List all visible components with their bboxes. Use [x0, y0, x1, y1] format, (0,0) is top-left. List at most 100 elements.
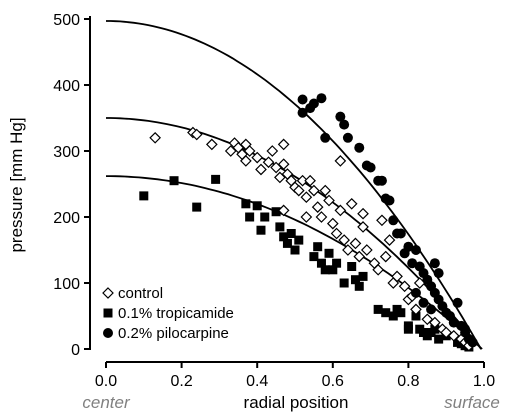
- filled-square-point: [316, 258, 326, 268]
- open-diamond-point: [274, 171, 286, 184]
- x-tick-label: 0.2: [170, 373, 192, 390]
- y-ticks: 0 100 200 300 400 500: [53, 12, 90, 359]
- open-diamond-point: [296, 174, 309, 187]
- filled-square-point: [313, 242, 323, 252]
- filled-square-point: [320, 265, 330, 275]
- filled-square-point: [350, 275, 360, 285]
- filled-circle-point: [410, 245, 421, 255]
- open-diamond-point: [149, 131, 161, 144]
- open-diamond-point: [357, 207, 369, 220]
- filled-square-point: [241, 199, 251, 209]
- open-diamond-point: [421, 313, 434, 326]
- filled-circle-point: [342, 132, 353, 143]
- open-diamond-point: [262, 156, 275, 169]
- filled-square-point: [294, 235, 304, 245]
- x-tick-label: 1.0: [473, 373, 495, 390]
- filled-square-point: [256, 225, 266, 235]
- filled-circle-point: [320, 132, 331, 143]
- filled-square-point: [169, 176, 179, 186]
- filled-circle-point: [410, 287, 421, 298]
- open-diamond-point: [410, 303, 422, 316]
- open-diamond-point: [315, 211, 328, 223]
- open-diamond-point: [304, 174, 316, 187]
- open-diamond-point: [311, 201, 324, 213]
- open-diamond-point: [334, 204, 347, 217]
- open-diamond-point: [334, 155, 347, 167]
- legend-label: control: [118, 285, 163, 302]
- filled-square-point: [347, 262, 357, 271]
- filled-square-point: [403, 324, 413, 334]
- open-diamond-point: [277, 204, 290, 217]
- open-diamond-point: [308, 184, 320, 197]
- y-tick-label: 400: [53, 78, 80, 95]
- open-diamond-point: [277, 158, 290, 171]
- y-tick-label: 500: [53, 12, 80, 29]
- filled-square-point: [252, 201, 262, 211]
- legend-filled-square-marker: [103, 308, 113, 318]
- open-diamond-point: [447, 329, 460, 342]
- filled-circle-point: [403, 241, 414, 252]
- x-tick-label: 0.6: [322, 373, 344, 390]
- filled-circle-point: [316, 93, 327, 104]
- filled-circle-point: [452, 297, 463, 308]
- filled-square-point: [434, 334, 444, 344]
- filled-circle-point: [388, 215, 399, 226]
- filled-circle-point: [384, 195, 395, 206]
- y-tick-label: 0: [71, 342, 80, 359]
- filled-circle-point: [395, 228, 406, 239]
- legend-open-diamond-marker: [102, 287, 114, 299]
- y-axis-title: pressure [mm Hg]: [7, 117, 26, 252]
- open-diamond-point: [330, 227, 343, 240]
- filled-circle-point: [365, 162, 376, 173]
- filled-circle-point: [376, 175, 387, 186]
- open-diamond-point: [224, 145, 237, 157]
- filled-square-point: [381, 308, 391, 318]
- filled-circle-point: [297, 94, 308, 105]
- filled-circle-point: [426, 304, 437, 315]
- legend-filled-circle-marker: [103, 328, 113, 338]
- filled-circle-point: [429, 258, 440, 269]
- filled-square-point: [139, 191, 149, 201]
- filled-square-point: [328, 265, 338, 275]
- open-diamond-point: [277, 138, 290, 151]
- filled-square-point: [332, 258, 342, 268]
- open-diamond-point: [357, 221, 369, 233]
- legend-label: 0.2% pilocarpine: [118, 325, 229, 342]
- x-tick-label: 0.0: [95, 373, 117, 390]
- open-diamond-point: [376, 214, 388, 227]
- filled-circle-point: [339, 119, 350, 130]
- open-diamond-point: [292, 184, 305, 197]
- filled-circle-point: [448, 317, 459, 328]
- open-diamond-point: [319, 184, 332, 197]
- open-diamond-point: [240, 155, 252, 167]
- open-diamond-point: [270, 161, 282, 174]
- filled-circle-point: [407, 258, 418, 269]
- open-diamond-point: [243, 145, 256, 157]
- open-diamond-point: [300, 191, 313, 204]
- open-diamond-point: [251, 151, 264, 164]
- filled-circle-point: [297, 107, 308, 118]
- open-diamond-point: [342, 244, 354, 256]
- y-tick-label: 300: [53, 144, 80, 161]
- x-axis-title: radial position: [244, 393, 349, 412]
- legend-label: 0.1% tropicamide: [118, 305, 234, 322]
- filled-square-point: [354, 281, 364, 291]
- filled-square-point: [388, 311, 398, 321]
- axes: [89, 16, 484, 363]
- x-axis-right-end-label: surface: [444, 393, 500, 412]
- filled-square-point: [260, 212, 270, 222]
- legend: control 0.1% tropicamide 0.2% pilocarpine: [102, 285, 234, 342]
- filled-circle-point: [308, 98, 319, 109]
- open-diamond-point: [398, 280, 411, 293]
- filled-square-point: [282, 238, 292, 248]
- x-axis-left-end-label: center: [82, 393, 131, 412]
- open-diamond-point: [379, 250, 392, 263]
- filled-square-point: [279, 232, 289, 242]
- open-diamond-point: [353, 250, 366, 263]
- filled-square-point: [271, 207, 281, 217]
- filled-square-point: [396, 308, 406, 318]
- data-points: [139, 93, 478, 352]
- x-ticks: 0.0 0.2 0.4 0.6 0.8 1.0: [95, 362, 495, 390]
- open-diamond-point: [360, 244, 373, 256]
